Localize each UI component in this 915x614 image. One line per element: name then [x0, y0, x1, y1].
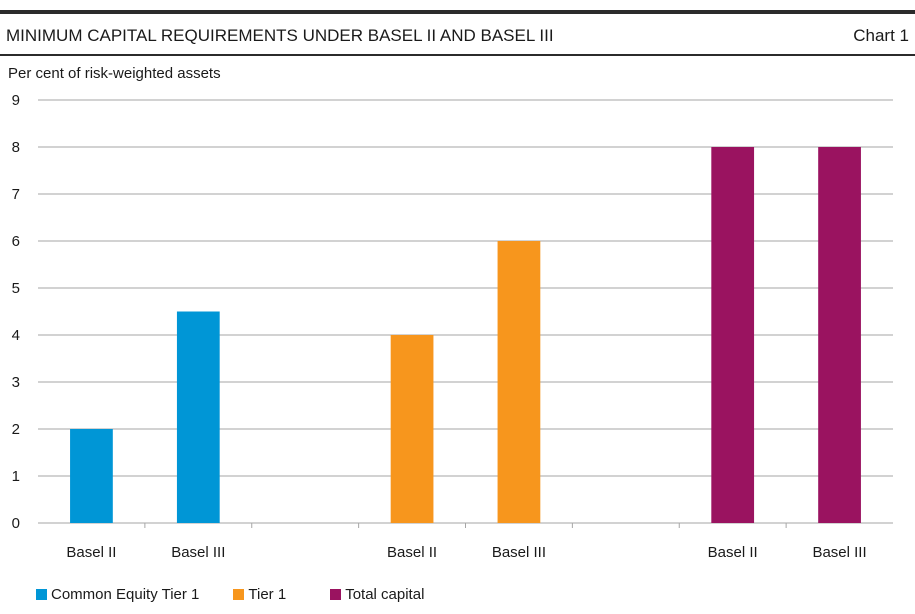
- legend-item: Total capital: [330, 586, 424, 603]
- legend-item: Common Equity Tier 1: [36, 586, 199, 603]
- y-axis-label: Per cent of risk-weighted assets: [8, 65, 221, 82]
- legend-swatch: [233, 589, 245, 600]
- legend-swatch: [36, 589, 47, 600]
- legend-label: Tier 1: [248, 586, 287, 603]
- chart-number: Chart 1: [853, 26, 909, 45]
- bar: [818, 147, 861, 523]
- y-tick-label: 4: [12, 327, 20, 344]
- legend: Common Equity Tier 1 Tier 1 Total capital: [36, 586, 424, 603]
- y-tick-label: 3: [12, 374, 20, 391]
- x-tick-label: Basel II: [66, 544, 116, 561]
- chart-header: MINIMUM CAPITAL REQUIREMENTS UNDER BASEL…: [6, 24, 909, 48]
- y-tick-label: 8: [12, 139, 20, 156]
- header-rule: [0, 54, 915, 56]
- bar: [390, 335, 434, 523]
- y-tick-label: 1: [12, 468, 20, 485]
- x-tick-label: Basel III: [171, 544, 225, 561]
- bar: [711, 147, 755, 523]
- legend-label: Common Equity Tier 1: [51, 586, 200, 603]
- x-tick-label: Basel II: [387, 544, 437, 561]
- legend-item: Tier 1: [233, 586, 286, 603]
- x-tick-label: Basel III: [812, 544, 866, 561]
- y-tick-label: 9: [12, 92, 20, 109]
- chart-title: MINIMUM CAPITAL REQUIREMENTS UNDER BASEL…: [6, 26, 554, 45]
- x-tick-label: Basel II: [708, 544, 758, 561]
- x-tick-label: Basel III: [492, 544, 546, 561]
- bar: [497, 241, 541, 523]
- legend-swatch: [330, 589, 342, 600]
- y-tick-label: 6: [12, 233, 20, 250]
- top-rule: [0, 10, 915, 14]
- y-tick-label: 7: [12, 186, 20, 203]
- bar: [70, 429, 113, 523]
- y-tick-label: 2: [12, 421, 20, 438]
- y-tick-label: 5: [12, 280, 20, 297]
- legend-label: Total capital: [345, 586, 425, 603]
- bar: [176, 311, 220, 523]
- y-tick-label: 0: [12, 515, 20, 532]
